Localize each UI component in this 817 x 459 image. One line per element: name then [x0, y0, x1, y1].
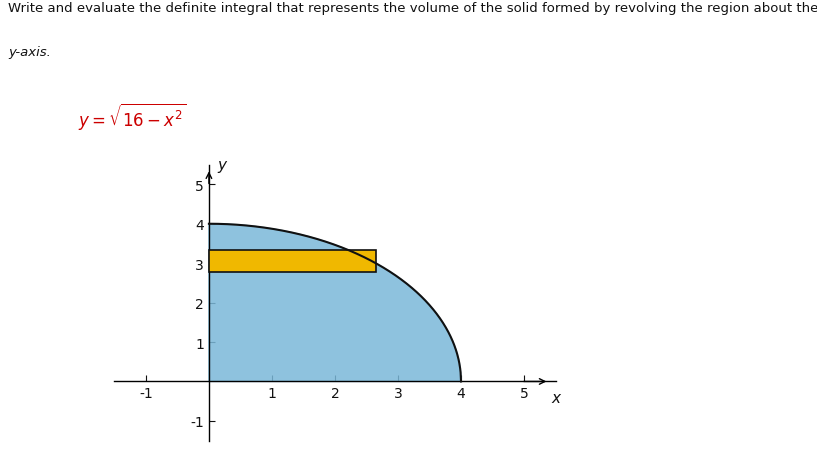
Text: $y = \sqrt{16 - x^2}$: $y = \sqrt{16 - x^2}$: [78, 101, 186, 132]
Text: x: x: [551, 390, 560, 405]
Bar: [209, 251, 376, 272]
Polygon shape: [209, 224, 461, 381]
Text: Write and evaluate the definite integral that represents the volume of the solid: Write and evaluate the definite integral…: [8, 2, 817, 15]
Text: y-axis.: y-axis.: [8, 46, 51, 59]
Text: y: y: [217, 158, 226, 173]
